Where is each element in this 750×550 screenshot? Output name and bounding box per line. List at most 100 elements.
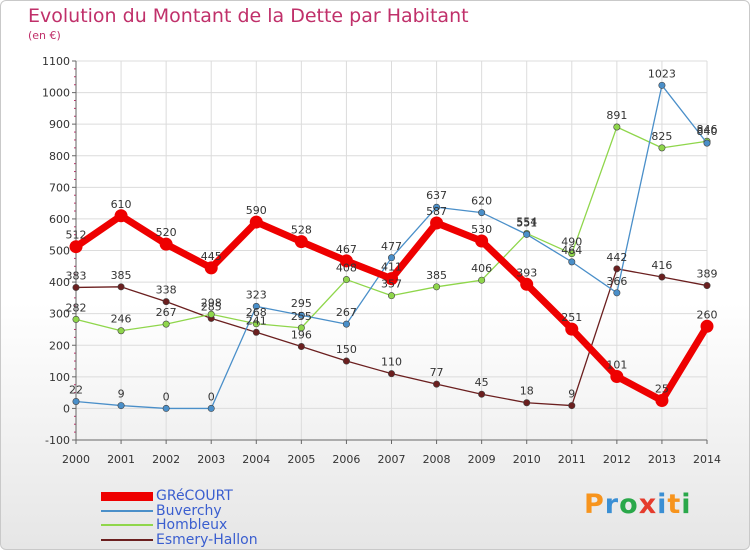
y-tick-label: 400	[49, 276, 70, 289]
data-label: 637	[426, 189, 447, 202]
legend-label: GRéCOURT	[156, 488, 233, 504]
data-point	[433, 380, 441, 388]
data-label: 587	[426, 205, 447, 218]
legend-swatch	[101, 538, 153, 541]
data-label: 150	[336, 343, 357, 356]
chart-title: Evolution du Montant de la Dette par Hab…	[28, 5, 469, 27]
data-point	[162, 404, 170, 412]
data-point	[430, 216, 444, 230]
data-label: 467	[336, 243, 357, 256]
data-label: 383	[66, 269, 87, 282]
data-point	[568, 250, 576, 258]
data-point	[162, 320, 170, 328]
data-label: 295	[291, 297, 312, 310]
data-label: 620	[471, 195, 492, 208]
data-label: 385	[111, 269, 132, 282]
data-label: 101	[606, 359, 627, 372]
x-tick-label: 2001	[107, 453, 135, 466]
y-tick-label: -100	[45, 434, 70, 447]
data-point	[658, 273, 666, 281]
data-point	[342, 357, 350, 365]
data-label: 298	[201, 296, 222, 309]
data-point	[613, 265, 621, 273]
data-label: 282	[66, 301, 87, 314]
data-point	[297, 311, 305, 319]
data-point	[117, 327, 125, 335]
data-point	[207, 404, 215, 412]
data-label: 520	[156, 226, 177, 239]
data-label: 530	[471, 223, 492, 236]
data-label: 590	[246, 204, 267, 217]
legend-item: Hombleux	[101, 517, 227, 533]
data-point	[610, 370, 624, 384]
data-point	[565, 322, 579, 336]
data-label: 77	[430, 366, 444, 379]
data-label: 18	[520, 385, 534, 398]
data-point	[207, 310, 215, 318]
x-tick-label: 2014	[693, 453, 721, 466]
legend-swatch	[101, 524, 153, 526]
data-point	[523, 399, 531, 407]
x-tick-label: 2002	[152, 453, 180, 466]
data-point	[252, 320, 260, 328]
chart-unit: (en €)	[28, 29, 61, 42]
y-tick-label: 0	[63, 402, 70, 415]
y-tick-label: 100	[49, 371, 70, 384]
data-label: 267	[156, 306, 177, 319]
data-label: 554	[516, 215, 537, 228]
x-tick-label: 2009	[468, 453, 496, 466]
data-label: 610	[111, 198, 132, 211]
data-point	[658, 144, 666, 152]
x-tick-label: 2006	[332, 453, 360, 466]
data-label: 338	[156, 284, 177, 297]
data-label: 0	[163, 390, 170, 403]
data-point	[69, 240, 83, 254]
data-point	[478, 390, 486, 398]
data-label: 22	[69, 383, 83, 396]
data-point	[294, 235, 308, 249]
data-point	[117, 402, 125, 410]
data-point	[342, 320, 350, 328]
data-point	[249, 215, 263, 229]
x-tick-label: 2012	[603, 453, 631, 466]
y-tick-label: 900	[49, 118, 70, 131]
legend-item: GRéCOURT	[101, 488, 233, 504]
data-point	[114, 209, 128, 223]
x-tick-label: 2011	[558, 453, 586, 466]
data-point	[478, 209, 486, 217]
data-label: 528	[291, 224, 312, 237]
data-label: 267	[336, 306, 357, 319]
y-tick-label: 700	[49, 181, 70, 194]
y-tick-label: 200	[49, 339, 70, 352]
data-point	[703, 139, 711, 147]
data-point	[523, 230, 531, 238]
x-tick-label: 2013	[648, 453, 676, 466]
data-point	[475, 234, 489, 248]
data-label: 268	[246, 306, 267, 319]
legend-item: Buverchy	[101, 503, 222, 519]
data-point	[385, 272, 398, 286]
y-tick-label: 1100	[42, 55, 70, 68]
data-point	[162, 298, 170, 306]
data-label: 241	[246, 314, 267, 327]
data-label: 385	[426, 269, 447, 282]
proxiti-logo: Proxiti	[584, 489, 692, 520]
data-label: 840	[697, 125, 718, 138]
data-label: 408	[336, 262, 357, 275]
data-point	[520, 277, 534, 291]
data-label: 551	[516, 216, 537, 229]
data-label: 285	[201, 300, 222, 313]
x-tick-label: 2005	[287, 453, 315, 466]
x-tick-label: 2007	[378, 453, 406, 466]
data-label: 442	[606, 251, 627, 264]
data-point	[613, 123, 621, 131]
legend-label: Buverchy	[156, 502, 222, 519]
legend-label: Esmery-Hallon	[156, 531, 258, 548]
data-label: 251	[561, 311, 582, 324]
data-point	[342, 276, 350, 284]
data-point	[703, 282, 711, 290]
legend-label: Hombleux	[156, 517, 228, 533]
data-label: 846	[697, 123, 718, 136]
